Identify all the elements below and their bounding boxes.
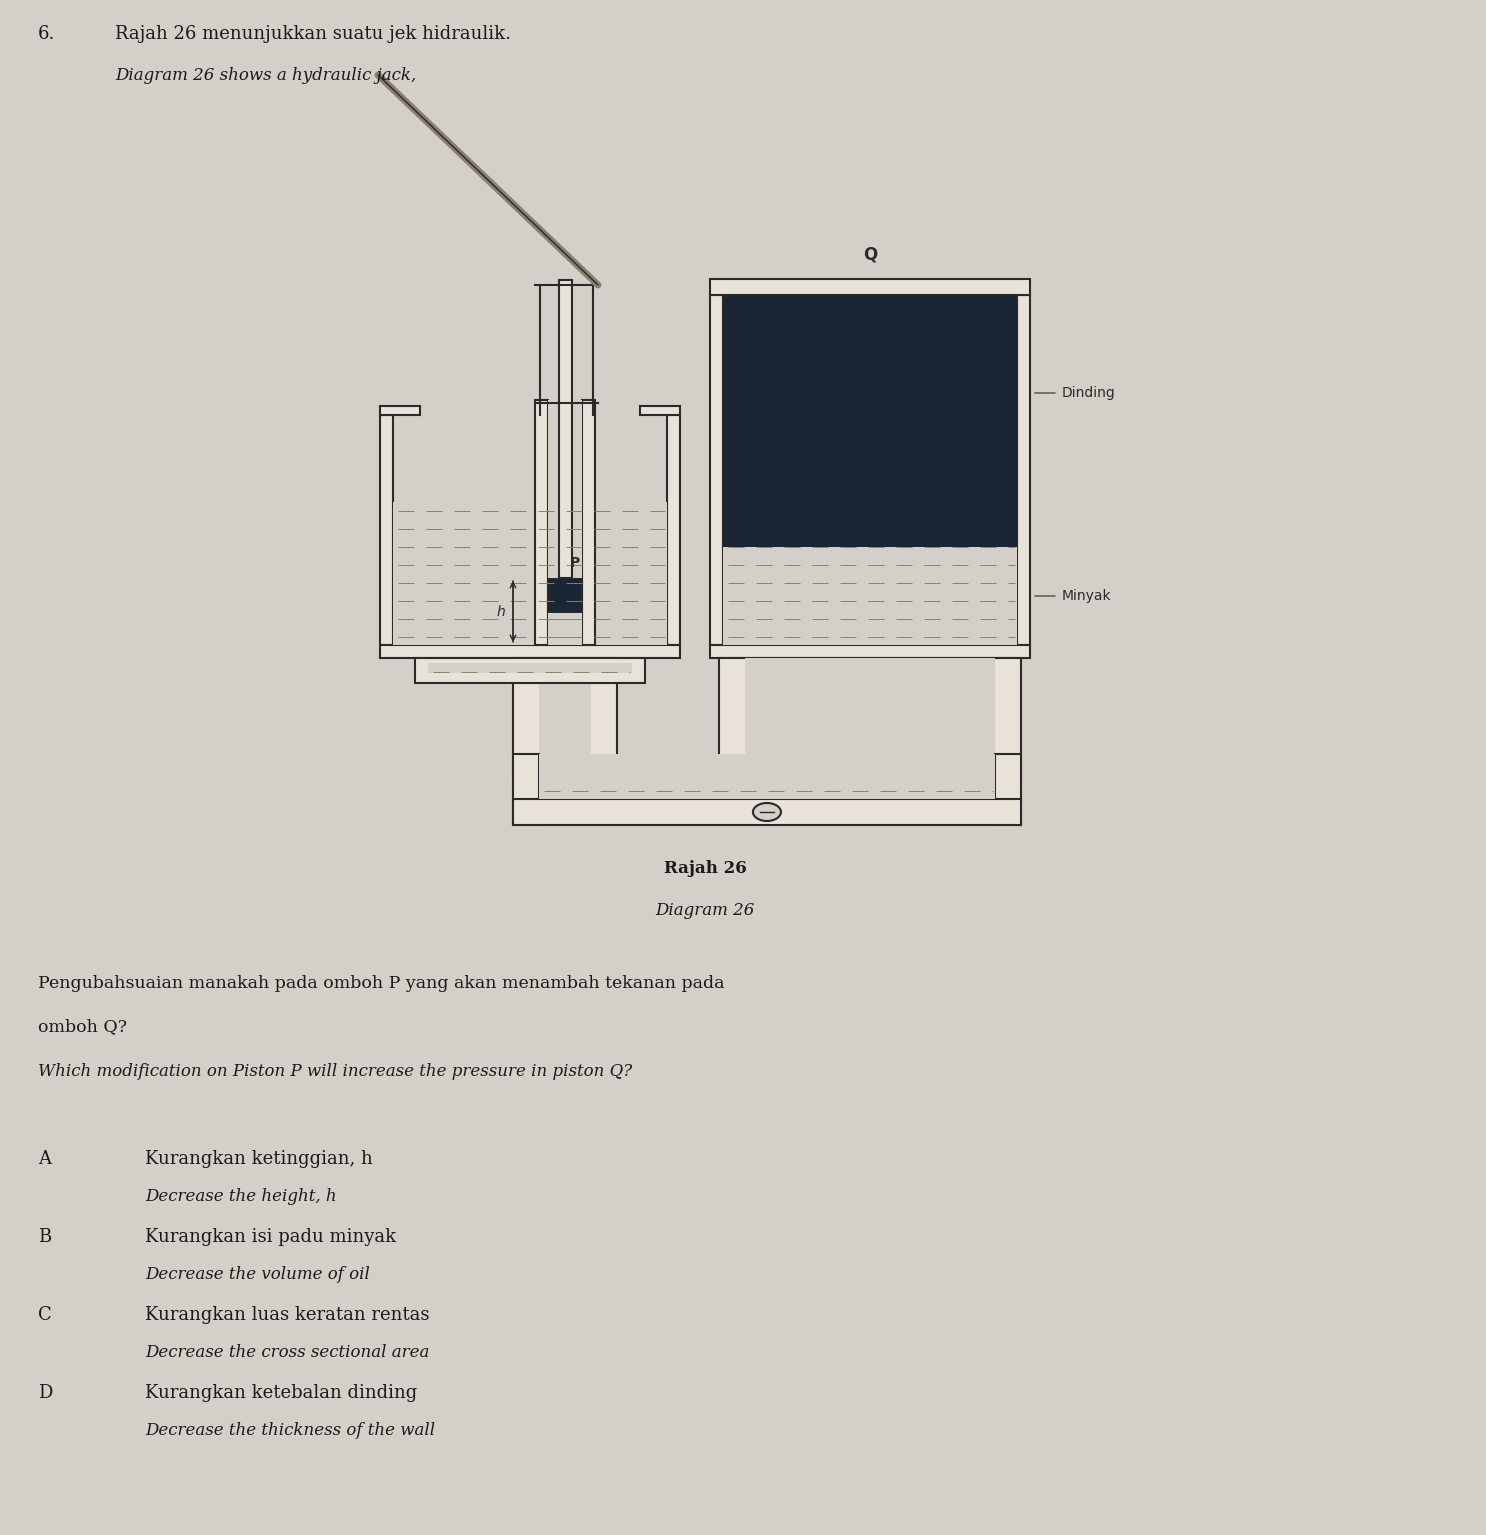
Text: C: C: [39, 1306, 52, 1325]
Bar: [539, 754, 996, 800]
Text: 6.: 6.: [39, 25, 55, 43]
Text: Decrease the thickness of the wall: Decrease the thickness of the wall: [146, 1421, 435, 1438]
Bar: [640, 405, 681, 414]
Text: omboh Q?: omboh Q?: [39, 1018, 126, 1035]
Text: Kurangkan ketinggian, h: Kurangkan ketinggian, h: [146, 1150, 373, 1168]
Bar: [548, 612, 583, 645]
Text: Kurangkan isi padu minyak: Kurangkan isi padu minyak: [146, 1228, 397, 1246]
Ellipse shape: [753, 803, 782, 821]
Bar: [548, 401, 583, 579]
Text: Which modification on Piston P will increase the pressure in piston Q?: Which modification on Piston P will incr…: [39, 1064, 632, 1081]
Text: Pengubahsuaian manakah pada omboh P yang akan menambah tekanan pada: Pengubahsuaian manakah pada omboh P yang…: [39, 975, 725, 992]
Text: Diagram 26 shows a hydraulic jack,: Diagram 26 shows a hydraulic jack,: [114, 68, 416, 84]
Bar: [667, 414, 681, 645]
Bar: [513, 659, 617, 780]
Bar: [380, 405, 421, 414]
Bar: [539, 659, 591, 754]
Bar: [380, 645, 681, 659]
Bar: [559, 279, 572, 579]
Bar: [380, 414, 392, 645]
Bar: [996, 754, 1021, 824]
Text: Rajah 26: Rajah 26: [664, 860, 746, 876]
Text: D: D: [39, 1385, 52, 1401]
Text: Minyak: Minyak: [1062, 589, 1112, 603]
Text: Rajah 26 menunjukkan suatu jek hidraulik.: Rajah 26 menunjukkan suatu jek hidraulik…: [114, 25, 511, 43]
Bar: [535, 401, 548, 645]
Text: Decrease the height, h: Decrease the height, h: [146, 1188, 337, 1205]
Bar: [415, 659, 645, 683]
Bar: [710, 279, 1030, 295]
Bar: [744, 659, 996, 754]
Bar: [710, 295, 724, 645]
Text: A: A: [39, 1150, 51, 1168]
Text: Kurangkan luas keratan rentas: Kurangkan luas keratan rentas: [146, 1306, 429, 1325]
Text: Decrease the cross sectional area: Decrease the cross sectional area: [146, 1345, 429, 1362]
Text: Q: Q: [863, 246, 877, 262]
Text: Dinding: Dinding: [1062, 385, 1116, 401]
Bar: [719, 659, 1021, 780]
Text: Diagram 26: Diagram 26: [655, 903, 755, 919]
Text: B: B: [39, 1228, 51, 1246]
Bar: [513, 800, 1021, 824]
Bar: [428, 663, 632, 672]
Text: Decrease the volume of oil: Decrease the volume of oil: [146, 1266, 370, 1283]
Bar: [1016, 295, 1030, 645]
Bar: [548, 579, 583, 612]
Text: h: h: [496, 605, 505, 619]
Bar: [724, 546, 1016, 645]
Bar: [710, 645, 1030, 659]
Text: Kurangkan ketebalan dinding: Kurangkan ketebalan dinding: [146, 1385, 418, 1401]
Bar: [392, 502, 667, 645]
Bar: [583, 401, 594, 645]
Bar: [513, 754, 539, 824]
Text: P: P: [569, 556, 580, 569]
Bar: [724, 295, 1016, 546]
